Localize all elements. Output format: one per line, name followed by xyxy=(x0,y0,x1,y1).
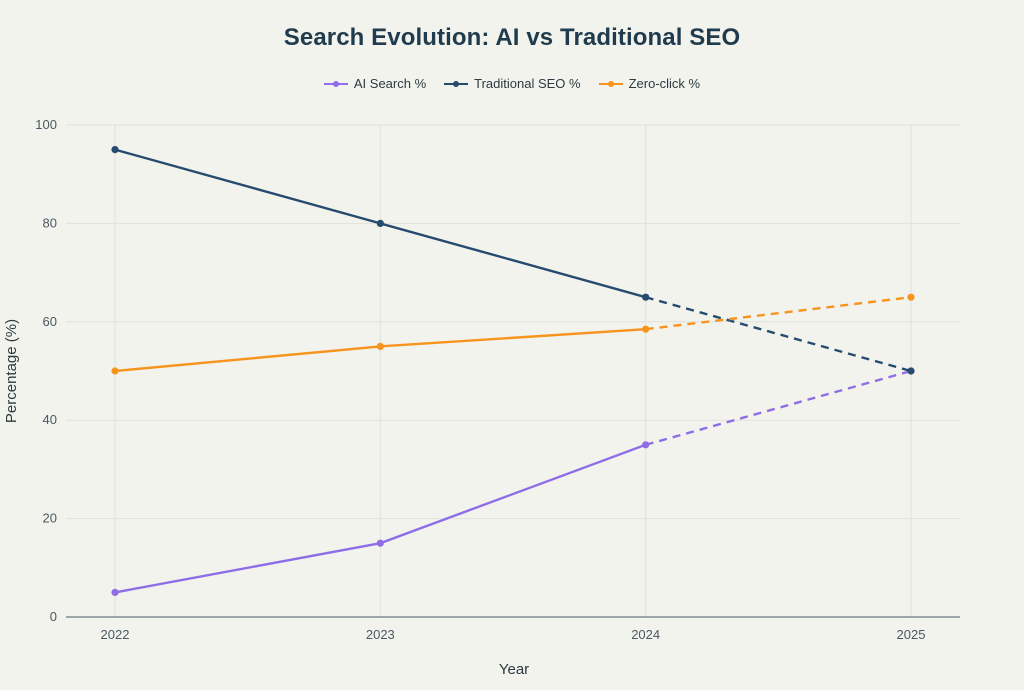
legend-label-zero-click: Zero-click % xyxy=(628,76,701,91)
legend-label-ai-search: AI Search % xyxy=(353,76,427,91)
y-tick-label: 60 xyxy=(43,314,57,329)
x-tick-label: 2022 xyxy=(101,627,130,642)
legend-label-traditional-seo: Traditional SEO % xyxy=(474,76,581,91)
y-axis-title: Percentage (%) xyxy=(3,319,20,423)
y-tick-label: 40 xyxy=(43,412,57,427)
legend-swatch-zero-click xyxy=(598,79,623,89)
chart-title: Search Evolution: AI vs Traditional SEO xyxy=(283,24,741,51)
legend-swatch-ai-search xyxy=(323,79,348,89)
legend-item-ai-search[interactable]: AI Search % xyxy=(323,76,427,91)
data-point-zero-click[interactable] xyxy=(642,325,650,333)
x-tick-label: 2024 xyxy=(631,627,660,642)
legend-item-traditional-seo[interactable]: Traditional SEO % xyxy=(444,76,581,91)
series-projection-zero-click xyxy=(645,296,912,331)
data-point-ai-search[interactable] xyxy=(642,441,650,449)
axis-layer: 0 20 40 60 80 100 2022 2023 2024 2025 xyxy=(35,117,960,642)
y-tick-label: 80 xyxy=(43,215,57,230)
y-tick-label: 100 xyxy=(35,117,57,132)
data-point-traditional-seo[interactable] xyxy=(111,146,119,154)
data-point-traditional-seo[interactable] xyxy=(907,367,915,375)
legend-swatch-traditional-seo xyxy=(444,79,469,89)
y-tick-label: 0 xyxy=(50,609,57,624)
data-point-zero-click[interactable] xyxy=(376,342,384,350)
y-tick-label: 20 xyxy=(43,511,57,526)
data-point-traditional-seo[interactable] xyxy=(376,219,384,227)
data-point-zero-click[interactable] xyxy=(907,293,915,301)
series-projection-traditional-seo xyxy=(645,296,912,373)
data-point-zero-click[interactable] xyxy=(111,367,119,375)
x-tick-label: 2023 xyxy=(366,627,395,642)
data-point-traditional-seo[interactable] xyxy=(642,293,650,301)
chart-legend: AI Search % Traditional SEO % Zero-click… xyxy=(0,76,1024,91)
data-point-ai-search[interactable] xyxy=(376,539,384,547)
x-tick-label: 2025 xyxy=(897,627,926,642)
series-layer xyxy=(111,146,915,597)
grid-layer xyxy=(66,124,960,617)
x-axis-title: Year xyxy=(499,661,529,678)
data-point-ai-search[interactable] xyxy=(111,588,119,597)
legend-item-zero-click[interactable]: Zero-click % xyxy=(598,76,701,91)
series-projection-ai-search xyxy=(645,369,912,446)
